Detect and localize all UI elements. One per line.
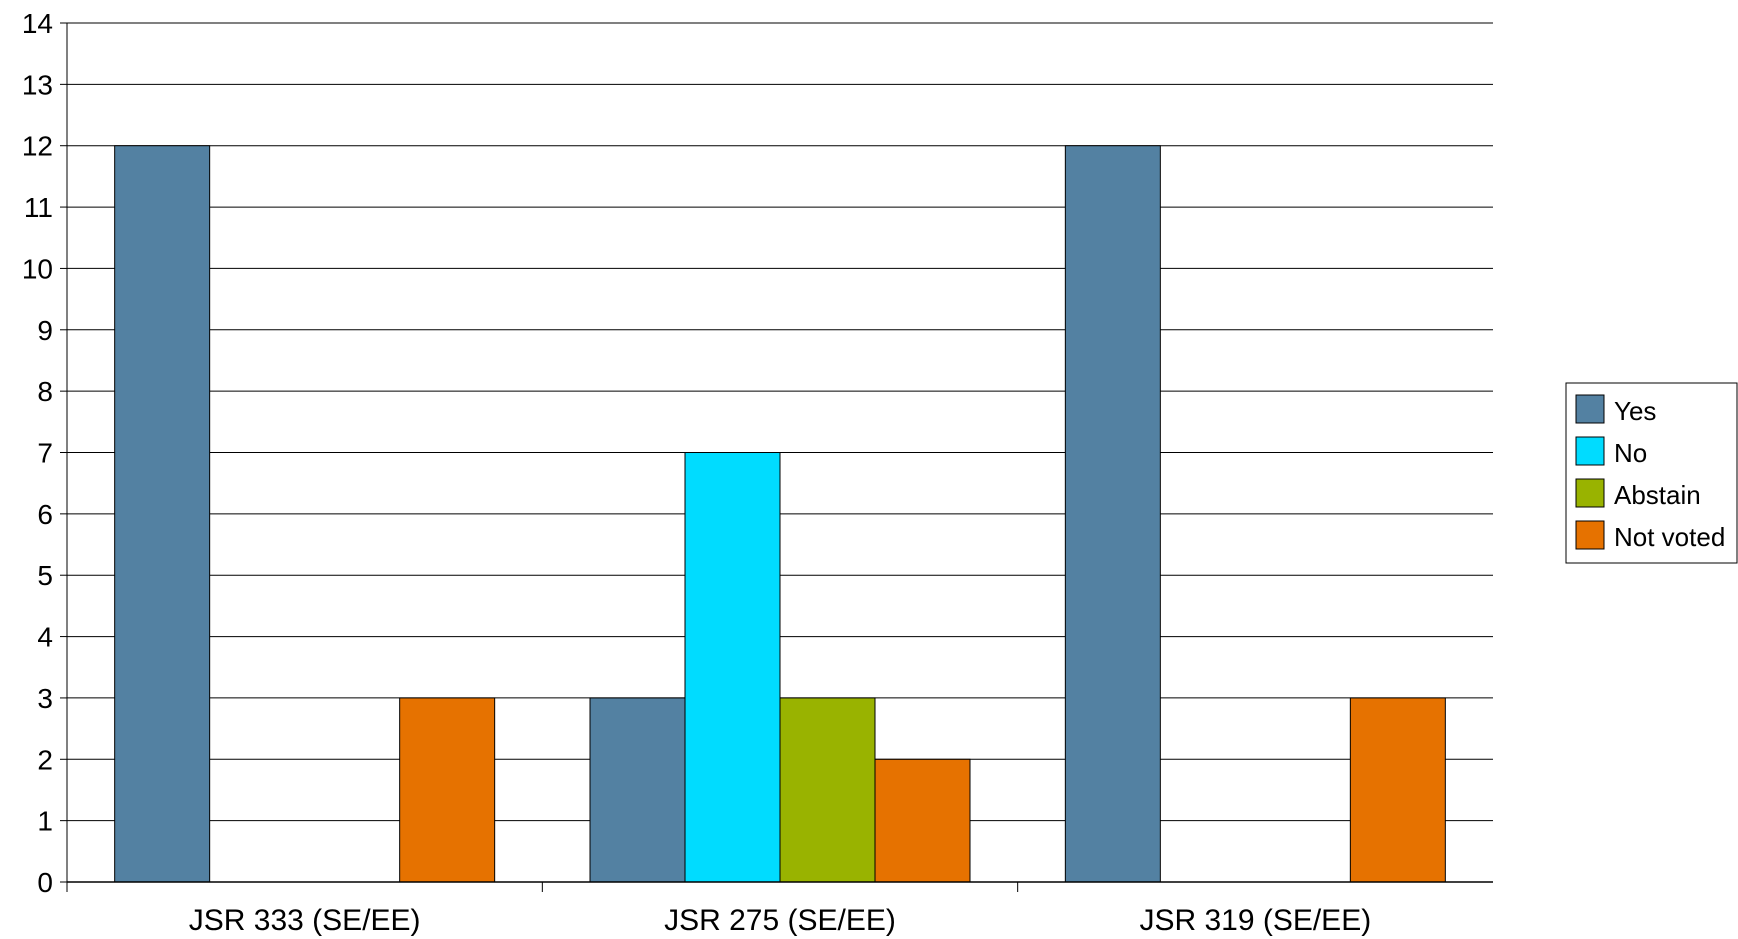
y-tick-label: 10 — [22, 253, 53, 284]
y-tick-label: 4 — [37, 622, 53, 653]
y-tick-label: 9 — [37, 315, 53, 346]
x-category-label: JSR 333 (SE/EE) — [189, 904, 421, 937]
legend-label: No — [1614, 438, 1647, 468]
y-tick-label: 0 — [37, 867, 53, 898]
bar-yes — [589, 697, 686, 883]
y-tick-label: 1 — [37, 806, 53, 837]
legend-swatch — [1575, 394, 1605, 424]
y-tick-label: 14 — [22, 8, 53, 39]
legend-label: Not voted — [1614, 522, 1725, 552]
legend-swatch — [1575, 436, 1605, 466]
bar-no — [684, 452, 781, 883]
bar-not-voted — [874, 758, 971, 883]
bar-not-voted — [399, 697, 496, 883]
y-tick-label: 7 — [37, 438, 53, 469]
y-tick-label: 2 — [37, 744, 53, 775]
legend-label: Abstain — [1614, 480, 1701, 510]
y-tick-label: 6 — [37, 499, 53, 530]
legend-swatch — [1575, 478, 1605, 508]
bar-yes — [1064, 145, 1161, 883]
legend-item-abstain[interactable]: Abstain — [1575, 478, 1701, 510]
y-tick-label: 11 — [24, 192, 53, 223]
legend-item-yes[interactable]: Yes — [1575, 394, 1656, 426]
x-category-label: JSR 319 (SE/EE) — [1139, 904, 1371, 937]
bar-abstain — [779, 697, 876, 883]
y-tick-label: 12 — [22, 131, 53, 162]
x-category-label: JSR 275 (SE/EE) — [664, 904, 896, 937]
y-tick-label: 8 — [37, 376, 53, 407]
legend-item-no[interactable]: No — [1575, 436, 1647, 468]
bars — [114, 145, 1446, 883]
bar-not-voted — [1349, 697, 1446, 883]
legend-swatch — [1575, 520, 1605, 550]
x-axis-category-labels: JSR 333 (SE/EE) JSR 275 (SE/EE) JSR 319 (S… — [189, 904, 1371, 937]
legend-label: Yes — [1614, 396, 1656, 426]
legend-item-not-voted[interactable]: Not voted — [1575, 520, 1725, 552]
y-tick-label: 5 — [37, 560, 53, 591]
axes — [60, 22, 1493, 892]
bar-yes — [114, 145, 211, 883]
y-tick-label: 3 — [37, 683, 53, 714]
legend[interactable]: Yes No Abstain Not voted — [1565, 382, 1738, 564]
y-tick-label: 13 — [22, 69, 53, 100]
